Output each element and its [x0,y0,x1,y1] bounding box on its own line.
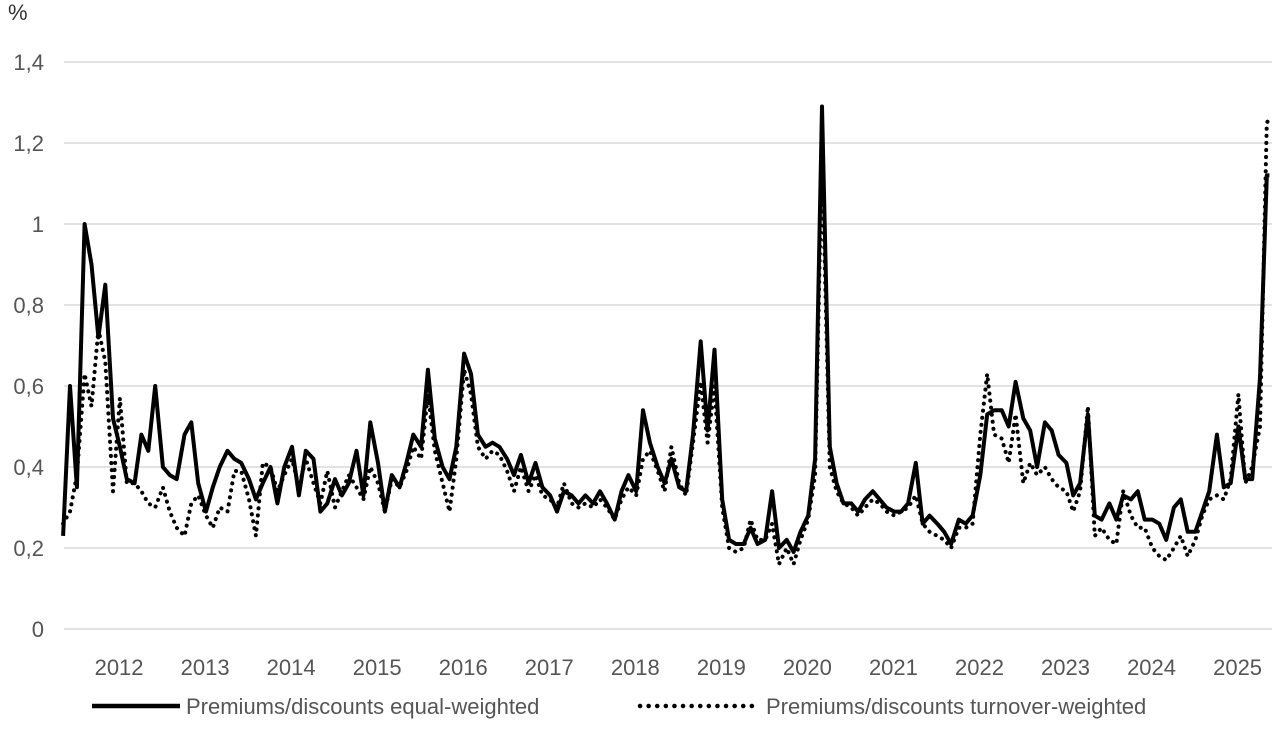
legend: Premiums/discounts equal-weighted Premiu… [92,694,1146,719]
y-tick-label: 1,4 [13,50,44,75]
x-tick-label: 2013 [181,655,230,680]
x-tick-label: 2022 [955,655,1004,680]
series-line-turnover-weighted [61,116,1272,571]
x-tick-label: 2020 [783,655,832,680]
legend-item-turnover-weighted: Premiums/discounts turnover-weighted [637,694,1146,719]
y-tick-label: 1,2 [13,131,44,156]
legend-label-turnover-weighted: Premiums/discounts turnover-weighted [766,694,1146,719]
legend-label-equal-weighted: Premiums/discounts equal-weighted [186,694,539,719]
y-tick-label: 0,8 [13,293,44,318]
legend-item-equal-weighted: Premiums/discounts equal-weighted [92,694,539,719]
y-tick-label: 1 [32,212,44,237]
x-tick-label: 2025 [1213,655,1262,680]
x-tick-label: 2024 [1127,655,1176,680]
y-axis-unit-label: % [8,0,28,25]
x-axis-tick-labels: 2012 2013 2014 2015 2016 2017 2018 2019 2020 2021… [95,655,1262,680]
y-tick-label: 0,2 [13,536,44,561]
x-tick-label: 2017 [525,655,574,680]
gridlines [64,61,1272,630]
series-lines [61,104,1272,571]
x-tick-label: 2014 [267,655,316,680]
x-tick-label: 2015 [353,655,402,680]
x-tick-label: 2016 [439,655,488,680]
series-line-equal-weighted [61,104,1270,554]
x-tick-label: 2023 [1041,655,1090,680]
x-tick-label: 2021 [869,655,918,680]
x-tick-label: 2012 [95,655,144,680]
x-tick-label: 2019 [697,655,746,680]
y-tick-label: 0,4 [13,455,44,480]
y-tick-label: 0,6 [13,374,44,399]
y-tick-label: 0 [32,617,44,642]
x-tick-label: 2018 [611,655,660,680]
y-axis-tick-labels: 0 0,2 0,4 0,6 0,8 1 1,2 1,4 [13,50,44,642]
